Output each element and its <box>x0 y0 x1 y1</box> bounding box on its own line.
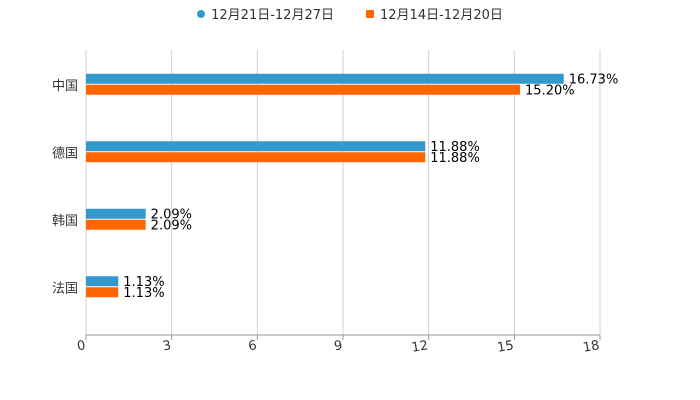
data-label: 16.73% <box>569 72 619 87</box>
x-tick-label: 0 <box>76 338 87 354</box>
legend-label-series-2: 12月14日-12月20日 <box>380 8 503 23</box>
data-label: 1.13% <box>123 275 164 290</box>
x-tick-label: 15 <box>496 338 515 356</box>
x-tick-label: 3 <box>162 338 173 354</box>
y-category-label: 韩国 <box>52 214 78 229</box>
bar-series-1 <box>86 208 146 219</box>
legend-marker-series-1 <box>197 9 206 18</box>
data-label: 2.09% <box>151 207 192 222</box>
legend-marker-series-2 <box>366 9 374 18</box>
data-label: 2.09% <box>151 218 192 233</box>
data-label: 1.13% <box>123 286 164 301</box>
x-tick-label: 18 <box>582 338 601 356</box>
data-label: 11.88% <box>430 140 480 155</box>
y-category-label: 德国 <box>52 146 78 161</box>
legend: 12月21日-12月27日 12月14日-12月20日 <box>0 4 700 23</box>
bar-series-1 <box>86 73 564 84</box>
x-tick-label: 6 <box>247 338 258 354</box>
data-label: 15.20% <box>525 83 575 98</box>
y-category-label: 中国 <box>52 79 78 94</box>
bar-series-2 <box>86 84 521 95</box>
y-category-label: 法国 <box>52 281 78 296</box>
bar-series-2 <box>86 219 146 230</box>
legend-item-series-2[interactable]: 12月14日-12月20日 <box>366 4 503 23</box>
bar-series-1 <box>86 276 119 287</box>
x-tick-label: 9 <box>333 338 344 354</box>
legend-label-series-1: 12月21日-12月27日 <box>211 8 334 23</box>
bar-series-2 <box>86 287 119 298</box>
bar-series-1 <box>86 141 426 152</box>
bar-series-2 <box>86 152 426 163</box>
data-label: 11.88% <box>430 151 480 166</box>
legend-item-series-1[interactable]: 12月21日-12月27日 <box>197 4 334 23</box>
x-tick-label: 12 <box>410 338 429 356</box>
